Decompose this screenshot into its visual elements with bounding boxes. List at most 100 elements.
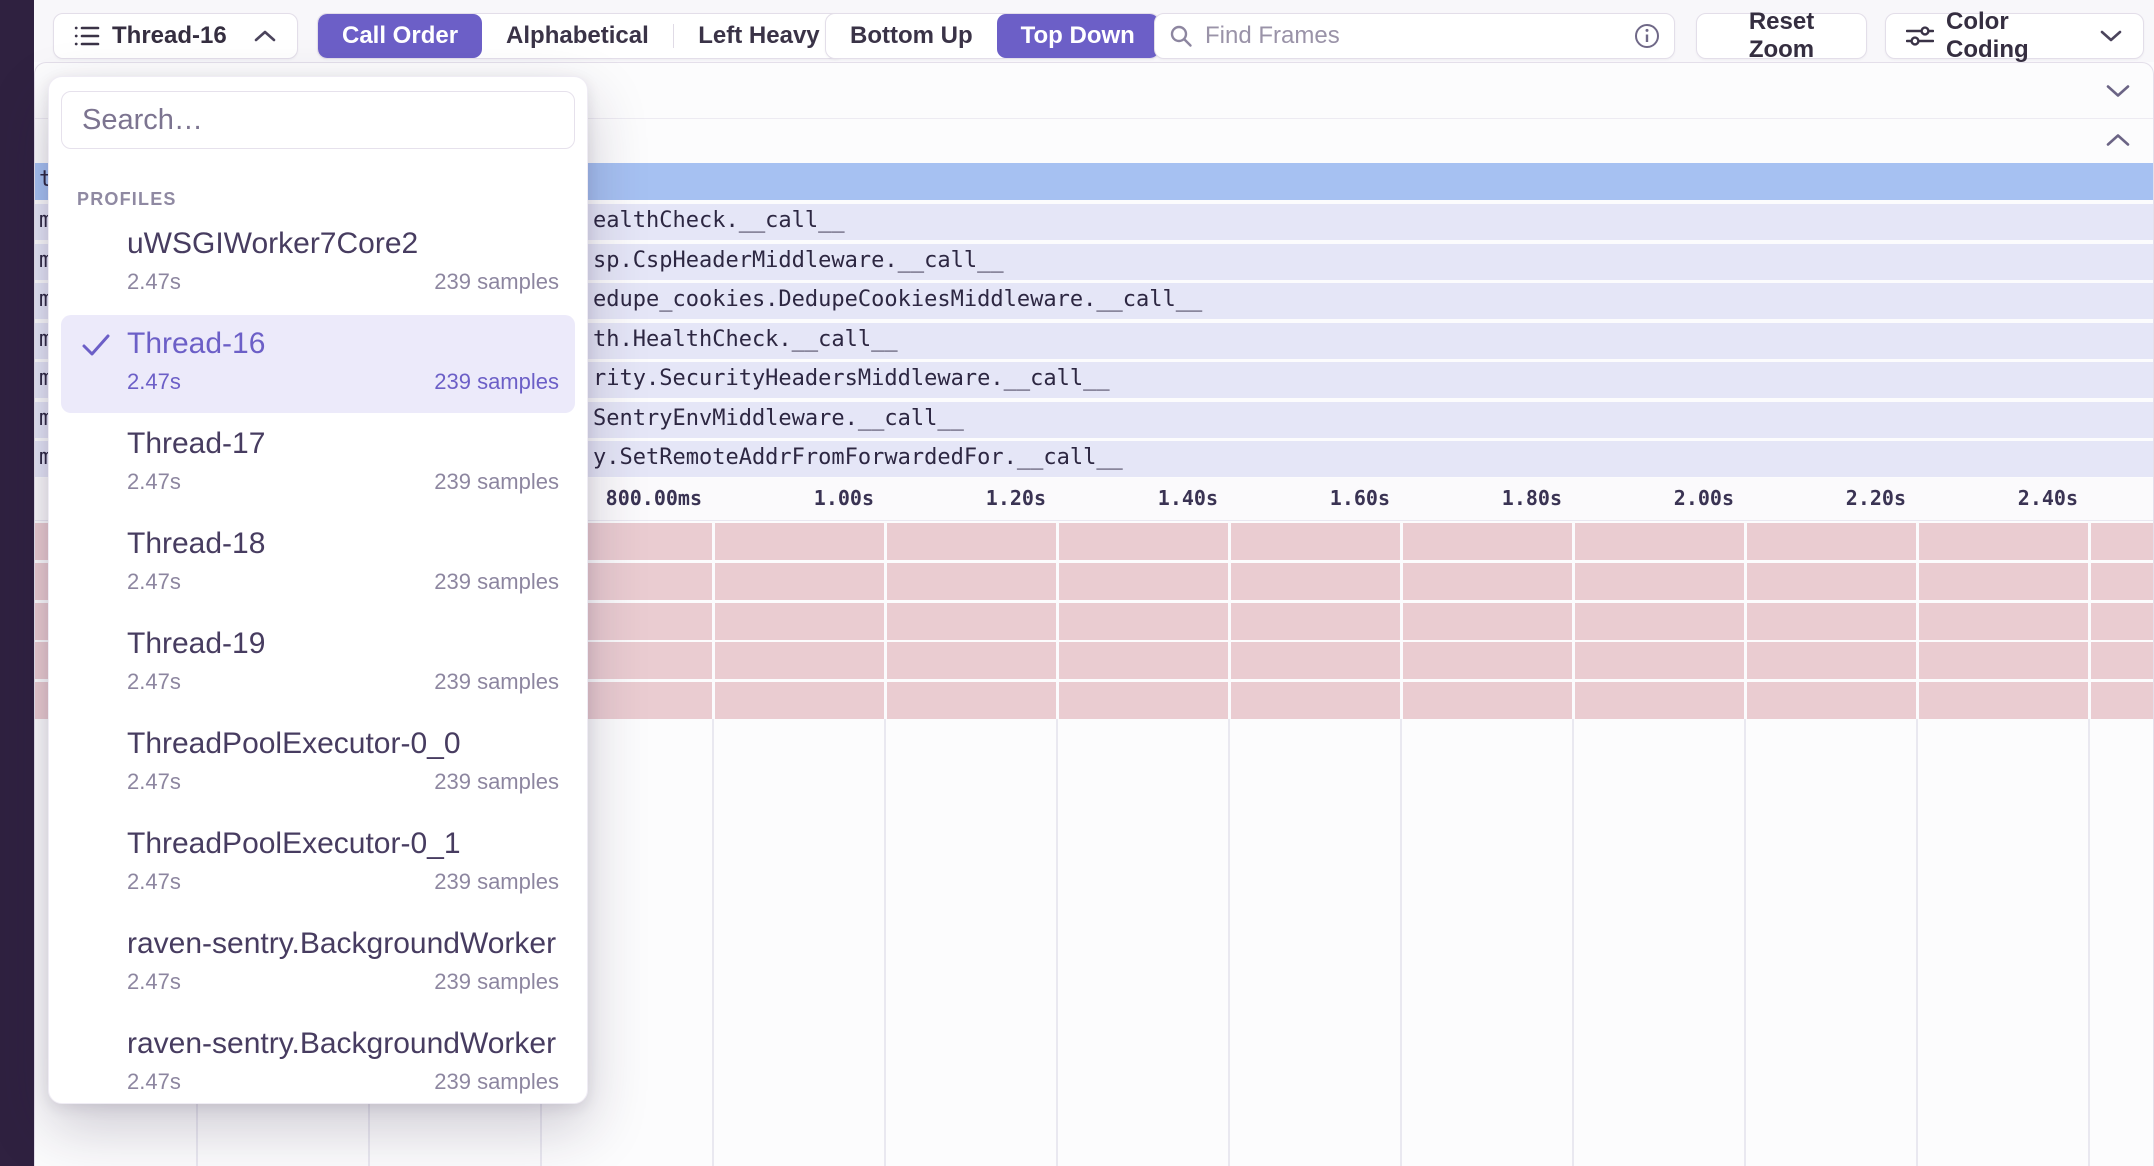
time-axis-label: 1.20s <box>985 486 1046 510</box>
profile-list-item[interactable]: Thread-19 2.47s 239 samples <box>49 625 587 725</box>
profile-meta: 2.47s 239 samples <box>127 569 559 595</box>
gridline <box>884 521 887 719</box>
check-icon <box>81 333 111 357</box>
time-axis-label: 1.80s <box>1501 486 1562 510</box>
profile-duration: 2.47s <box>127 1069 181 1094</box>
gridline <box>1916 521 1919 719</box>
profile-name: raven-sentry.BackgroundWorker <box>127 927 557 960</box>
profile-samples: 239 samples <box>434 1069 559 1094</box>
color-coding-button[interactable]: Color Coding <box>1885 8 2144 63</box>
time-axis-label: 2.20s <box>1845 486 1906 510</box>
find-frames-search <box>1154 13 1675 59</box>
chevron-up-icon <box>253 29 277 43</box>
profile-meta: 2.47s 239 samples <box>127 269 559 295</box>
profile-duration: 2.47s <box>127 269 181 294</box>
expanded-section-header[interactable] <box>35 119 2153 161</box>
profile-name: raven-sentry.BackgroundWorker <box>127 1027 557 1060</box>
frame-text: y.SetRemoteAddrFromForwardedFor.__call__ <box>593 445 1123 470</box>
profile-duration: 2.47s <box>127 969 181 994</box>
gridline <box>2088 719 2090 1166</box>
profile-list-item[interactable]: raven-sentry.BackgroundWorker 2.47s 239 sa… <box>49 925 587 1025</box>
profile-name: ThreadPoolExecutor-0_0 <box>127 727 461 760</box>
profile-name: Thread-18 <box>127 527 266 560</box>
gridline <box>884 719 886 1166</box>
selected-item-background <box>61 315 575 413</box>
profile-samples: 239 samples <box>434 269 559 294</box>
profile-list-item[interactable]: uWSGIWorker7Core2 2.47s 239 samples <box>49 225 587 325</box>
thread-dropdown: PROFILES uWSGIWorker7Core2 2.47s 239 sampl… <box>48 76 588 1104</box>
profile-meta: 2.47s 239 samples <box>127 669 559 695</box>
gridline <box>2088 521 2091 719</box>
gridline <box>1056 521 1059 719</box>
gridline <box>1400 719 1402 1166</box>
profile-duration: 2.47s <box>127 669 181 694</box>
chevron-down-icon <box>2099 29 2123 43</box>
dropdown-search-input[interactable] <box>61 91 575 149</box>
find-frames-input[interactable] <box>1203 21 1624 51</box>
profile-duration: 2.47s <box>127 369 181 394</box>
profile-samples: 239 samples <box>434 569 559 594</box>
profile-meta: 2.47s 239 samples <box>127 869 559 895</box>
toolbar: Thread-16 Call Order Alphabetical Left Hea… <box>34 0 2154 63</box>
profile-list-item[interactable]: ThreadPoolExecutor-0_0 2.47s 239 samples <box>49 725 587 825</box>
sort-segmented-control: Call Order Alphabetical Left Heavy <box>317 13 845 59</box>
color-coding-label: Color Coding <box>1946 8 2029 63</box>
gridline <box>1228 719 1230 1166</box>
gridline <box>1744 521 1747 719</box>
frame-text: sp.CspHeaderMiddleware.__call__ <box>593 248 1004 273</box>
profile-meta: 2.47s 239 samples <box>127 469 559 495</box>
profile-list-item[interactable]: ThreadPoolExecutor-0_1 2.47s 239 samples <box>49 825 587 925</box>
collapsed-section-header[interactable] <box>35 63 2153 119</box>
list-icon <box>74 24 100 48</box>
frame-text: edupe_cookies.DedupeCookiesMiddleware.__… <box>593 287 1203 312</box>
profile-samples: 239 samples <box>434 869 559 894</box>
reset-zoom-button[interactable]: Reset Zoom <box>1696 8 1867 63</box>
profile-list-item[interactable]: raven-sentry.BackgroundWorker 2.47s 239 sa… <box>49 1025 587 1103</box>
info-icon[interactable] <box>1634 23 1660 49</box>
thread-selector-button[interactable]: Thread-16 <box>53 13 298 59</box>
profiles-section-label: PROFILES <box>77 189 177 209</box>
profile-list-item[interactable]: Thread-18 2.47s 239 samples <box>49 525 587 625</box>
gridline <box>1572 521 1575 719</box>
profile-list-item[interactable]: Thread-16 2.47s 239 samples <box>49 315 587 425</box>
sliders-icon <box>1906 24 1934 48</box>
profile-meta: 2.47s 239 samples <box>127 369 559 395</box>
sort-option-left-heavy[interactable]: Left Heavy <box>698 22 820 49</box>
profile-name: Thread-16 <box>127 327 266 360</box>
frame-text: ealthCheck.__call__ <box>593 208 845 233</box>
profile-list-item[interactable]: Thread-17 2.47s 239 samples <box>49 425 587 525</box>
profile-samples: 239 samples <box>434 669 559 694</box>
view-option-top-down[interactable]: Top Down <box>996 14 1159 58</box>
frame-text: SentryEnvMiddleware.__call__ <box>593 406 964 431</box>
profile-samples: 239 samples <box>434 369 559 394</box>
profile-meta: 2.47s 239 samples <box>127 769 559 795</box>
gridline <box>712 521 715 719</box>
gridline <box>1916 719 1918 1166</box>
frame-text: th.HealthCheck.__call__ <box>593 327 898 352</box>
profile-name: Thread-17 <box>127 427 266 460</box>
gridline <box>1056 719 1058 1166</box>
profile-samples: 239 samples <box>434 969 559 994</box>
direction-segmented-control: Bottom Up Top Down <box>825 13 1160 59</box>
time-axis-label: 1.00s <box>813 486 874 510</box>
gridline <box>1400 521 1403 719</box>
time-axis-label: 1.60s <box>1329 486 1390 510</box>
sort-option-call-order[interactable]: Call Order <box>318 14 483 58</box>
profile-name: uWSGIWorker7Core2 <box>127 227 419 260</box>
profile-meta: 2.47s 239 samples <box>127 969 559 995</box>
sort-option-alphabetical[interactable]: Alphabetical <box>506 22 649 49</box>
time-axis-label: 1.40s <box>1157 486 1218 510</box>
gridline <box>712 719 714 1166</box>
gridline <box>1228 521 1231 719</box>
frame-text: rity.SecurityHeadersMiddleware.__call__ <box>593 366 1110 391</box>
gridline <box>1572 719 1574 1166</box>
app-sidebar-strip <box>0 0 34 1166</box>
time-axis-label: 2.40s <box>2017 486 2078 510</box>
chevron-down-icon[interactable] <box>2105 83 2131 98</box>
time-axis-label: 2.00s <box>1673 486 1734 510</box>
profile-name: Thread-19 <box>127 627 266 660</box>
profile-samples: 239 samples <box>434 469 559 494</box>
chevron-up-icon[interactable] <box>2105 133 2131 148</box>
view-option-bottom-up[interactable]: Bottom Up <box>850 22 973 49</box>
